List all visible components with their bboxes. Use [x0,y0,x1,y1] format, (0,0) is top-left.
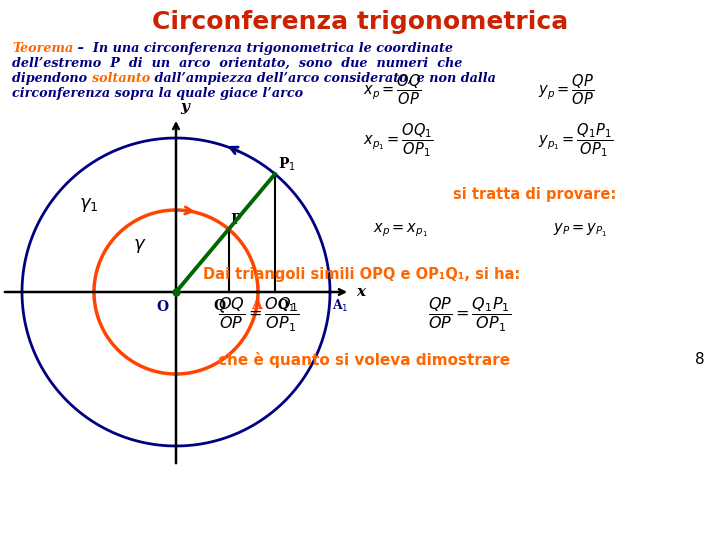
Text: dell’estremo  P  di  un  arco  orientato,  sono  due  numeri  che: dell’estremo P di un arco orientato, son… [12,57,462,70]
Text: dipendono: dipendono [12,72,91,85]
Text: Dai triangoli simili OPQ e OP₁Q₁, si ha:: Dai triangoli simili OPQ e OP₁Q₁, si ha: [203,267,521,282]
Text: A$_1$: A$_1$ [332,298,348,314]
Text: $x_p = x_{p_1}$: $x_p = x_{p_1}$ [373,221,428,239]
Text: $y_P = y_{P_1}$: $y_P = y_{P_1}$ [553,221,607,239]
Text: $x_{p_1} = \dfrac{OQ_1}{OP_1}$: $x_{p_1} = \dfrac{OQ_1}{OP_1}$ [363,121,433,159]
Text: circonferenza sopra la quale giace l’arco: circonferenza sopra la quale giace l’arc… [12,87,303,100]
Text: x: x [356,285,365,299]
Text: si tratta di provare:: si tratta di provare: [453,187,616,202]
Text: Teorema: Teorema [12,42,73,55]
Text: –  In una circonferenza trigonometrica le coordinate: – In una circonferenza trigonometrica le… [73,42,454,55]
Text: $\gamma_1$: $\gamma_1$ [79,196,99,214]
Text: che è quanto si voleva dimostrare: che è quanto si voleva dimostrare [218,352,510,368]
Text: P$_1$: P$_1$ [278,156,296,173]
Text: A: A [251,298,261,312]
Text: Q: Q [214,298,225,312]
Text: O: O [156,300,168,314]
Text: soltanto: soltanto [91,72,150,85]
Text: $x_p = \dfrac{OQ}{OP}$: $x_p = \dfrac{OQ}{OP}$ [363,73,422,107]
Text: Circonferenza trigonometrica: Circonferenza trigonometrica [152,10,568,34]
Text: y: y [180,100,189,114]
Text: dall’ampiezza dell’arco considerato, e non dalla: dall’ampiezza dell’arco considerato, e n… [150,72,496,85]
Text: $\dfrac{QP}{OP} = \dfrac{Q_1P_1}{OP_1}$: $\dfrac{QP}{OP} = \dfrac{Q_1P_1}{OP_1}$ [428,296,511,334]
Text: $y_p = \dfrac{QP}{OP}$: $y_p = \dfrac{QP}{OP}$ [538,73,594,107]
Text: $y_{p_1} = \dfrac{Q_1P_1}{OP_1}$: $y_{p_1} = \dfrac{Q_1P_1}{OP_1}$ [538,121,613,159]
Text: $\dfrac{OQ}{OP} = \dfrac{OQ_1}{OP_1}$: $\dfrac{OQ}{OP} = \dfrac{OQ_1}{OP_1}$ [218,296,300,334]
Text: P: P [230,213,241,227]
Text: $\gamma$: $\gamma$ [133,237,147,255]
Text: Q$_1$: Q$_1$ [277,298,294,314]
Text: 8: 8 [696,353,705,368]
